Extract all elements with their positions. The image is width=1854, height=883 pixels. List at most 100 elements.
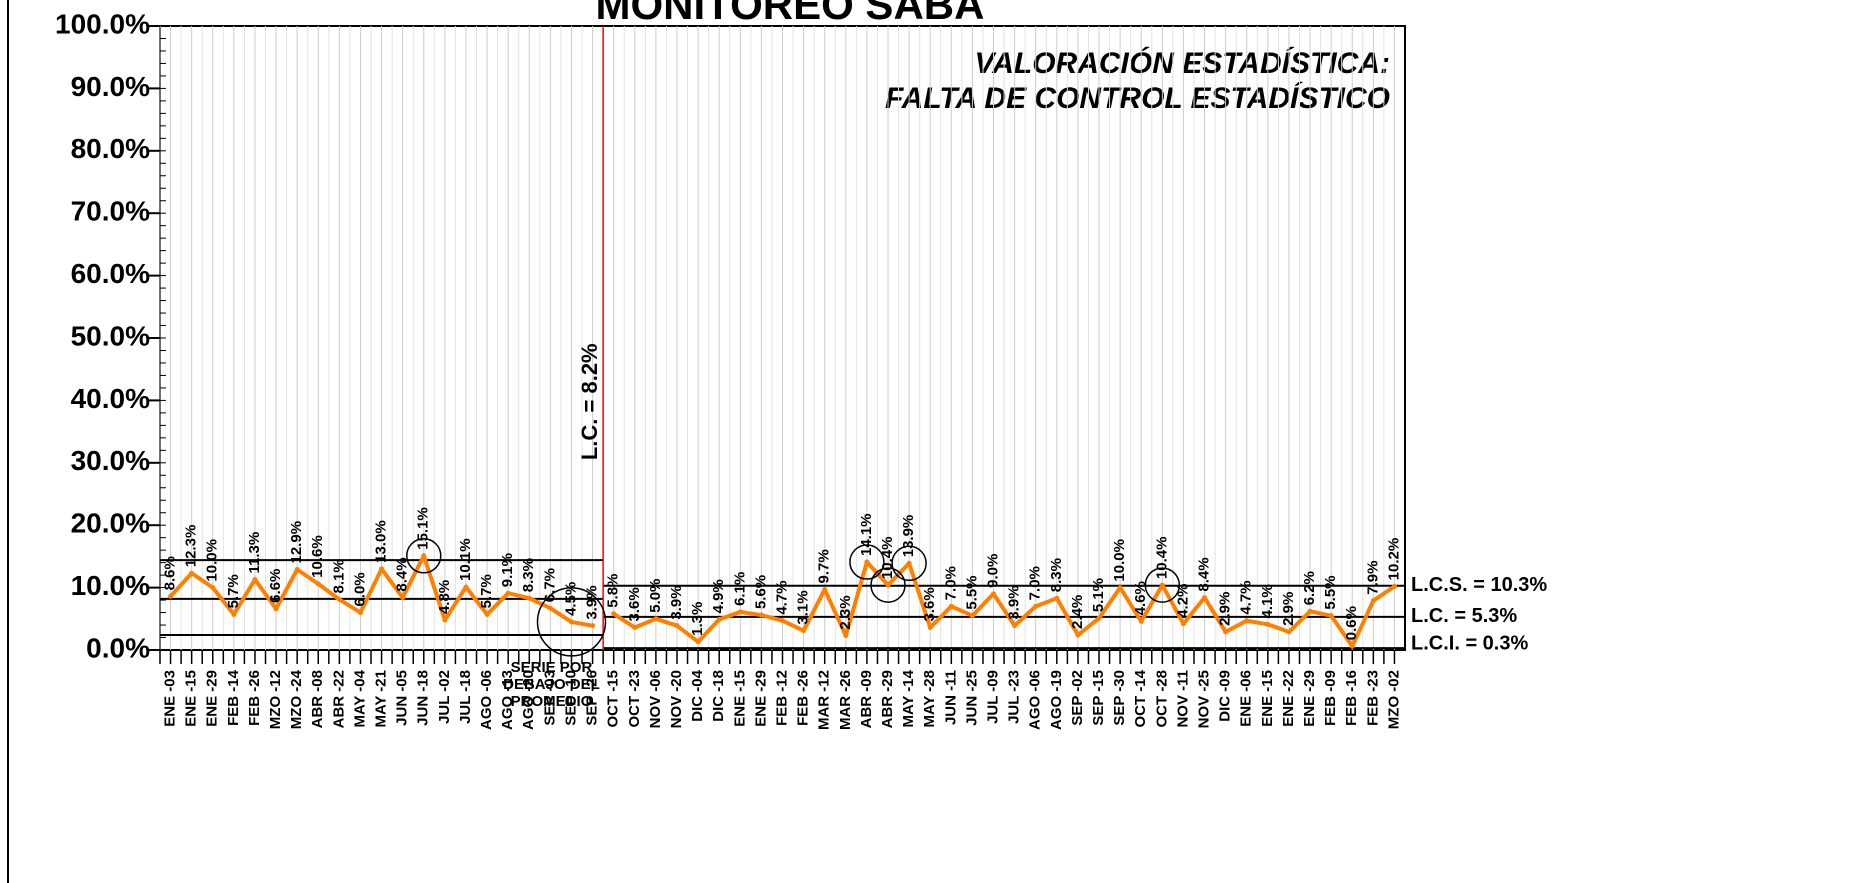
x-tick-label: ENE -06 — [1238, 670, 1255, 727]
point — [653, 616, 659, 622]
data-label: 10.6% — [309, 535, 326, 578]
x-tick-label: SEP -26 — [584, 670, 601, 726]
x-tick-label: NOV -20 — [668, 670, 685, 728]
point — [463, 584, 469, 590]
point — [210, 585, 216, 591]
point — [716, 616, 722, 622]
point — [336, 596, 342, 602]
x-tick-label: DIC -09 — [1217, 670, 1234, 722]
x-tick-label: ABR -09 — [858, 670, 875, 728]
data-label: 5.1% — [1090, 578, 1107, 612]
x-tick-label: DIC -18 — [710, 670, 727, 722]
x-tick-label: ENE -15 — [183, 670, 200, 727]
point — [780, 618, 785, 624]
run-ring — [536, 587, 607, 657]
annotation-title: VALORACIÓN ESTADÍSTICA: — [974, 46, 1390, 80]
data-label: 3.9% — [584, 585, 601, 619]
data-label: 8.6% — [162, 556, 179, 590]
point — [1391, 583, 1397, 589]
x-tick-label: FEB -09 — [1322, 670, 1339, 726]
point — [547, 605, 553, 611]
data-label: 9.1% — [499, 553, 516, 587]
data-label: 4.5% — [562, 582, 579, 616]
point — [758, 612, 764, 618]
data-label: 4.1% — [1259, 584, 1276, 618]
point — [294, 567, 300, 573]
x-tick-label: JUL -18 — [457, 670, 474, 724]
out-of-control-ring — [870, 567, 906, 603]
point — [315, 581, 321, 587]
point — [189, 570, 195, 576]
x-tick-label: MAY -04 — [351, 669, 368, 727]
data-label: 2.9% — [1280, 592, 1297, 626]
chart-title: MONITOREO SABA — [596, 0, 985, 28]
data-label: 2.9% — [1217, 592, 1234, 626]
data-label: 12.3% — [183, 525, 200, 568]
x-tick-label: MAR -12 — [816, 670, 833, 730]
point — [991, 591, 997, 597]
x-tick-label: SEP -10 — [562, 670, 579, 726]
point — [1349, 643, 1355, 649]
x-tick-label: FEB -23 — [1364, 670, 1381, 726]
x-tick-label: SEP -03 — [541, 670, 558, 726]
data-label: 6.0% — [351, 572, 368, 606]
point — [400, 595, 406, 601]
point — [1244, 618, 1250, 624]
x-tick-label: FEB -16 — [1343, 670, 1360, 726]
point — [1180, 621, 1186, 627]
x-tick-label: SEP -15 — [1090, 670, 1107, 726]
point — [906, 560, 912, 566]
x-tick-label: MAY -28 — [921, 670, 938, 728]
point — [927, 625, 933, 631]
limit-label: L.C.I. = 0.3% — [1411, 632, 1528, 654]
data-label: 13.0% — [373, 520, 390, 563]
x-tick-label: ABR -22 — [330, 670, 347, 728]
data-label: 7.0% — [1027, 566, 1044, 600]
x-tick-label: DIC -04 — [689, 669, 706, 721]
y-tick-label: 100.0% — [55, 8, 150, 39]
data-label: 5.7% — [478, 574, 495, 608]
data-label: 7.9% — [1364, 561, 1381, 595]
y-tick-label: 60.0% — [71, 258, 150, 289]
data-label: 12.9% — [288, 521, 305, 564]
point — [379, 566, 385, 572]
point — [1138, 618, 1144, 624]
data-label: 9.7% — [816, 549, 833, 583]
x-tick-label: ENE -29 — [204, 670, 221, 727]
point — [632, 625, 638, 631]
x-tick-label: JUN -25 — [963, 670, 980, 726]
data-label: 4.7% — [773, 580, 790, 614]
data-label: 2.4% — [1069, 595, 1086, 629]
x-tick-label: MAY -14 — [900, 669, 917, 727]
x-tick-label: JUL -23 — [1006, 670, 1023, 724]
x-tick-label: NOV -06 — [647, 670, 664, 728]
data-label: 2.3% — [837, 595, 854, 629]
y-tick-label: 30.0% — [71, 445, 150, 476]
x-tick-label: JUL -02 — [436, 670, 453, 724]
data-label: 6.2% — [1301, 571, 1318, 605]
x-tick-label: ENE -15 — [1259, 670, 1276, 727]
data-label: 5.7% — [225, 574, 242, 608]
point — [1307, 608, 1313, 614]
point — [885, 582, 891, 588]
x-tick-label: AGO -20 — [520, 670, 537, 730]
point — [1286, 629, 1292, 635]
point — [1223, 629, 1229, 635]
x-tick-label: ABR -29 — [879, 670, 896, 728]
x-tick-label: MAY -21 — [373, 670, 390, 728]
y-tick-label: 90.0% — [71, 71, 150, 102]
note-line: DEBAJO DEL — [503, 676, 600, 693]
y-tick-label: 80.0% — [71, 133, 150, 164]
point — [1328, 613, 1334, 619]
point — [590, 623, 596, 629]
x-tick-label: AGO -06 — [1027, 670, 1044, 730]
point — [801, 628, 807, 634]
point — [1265, 621, 1271, 627]
point — [1012, 623, 1018, 629]
x-tick-label: OCT -14 — [1132, 669, 1149, 727]
x-tick-label: FEB -26 — [795, 670, 812, 726]
data-label: 4.9% — [710, 579, 727, 613]
point — [1033, 603, 1039, 609]
x-tick-label: SEP -02 — [1069, 670, 1086, 726]
